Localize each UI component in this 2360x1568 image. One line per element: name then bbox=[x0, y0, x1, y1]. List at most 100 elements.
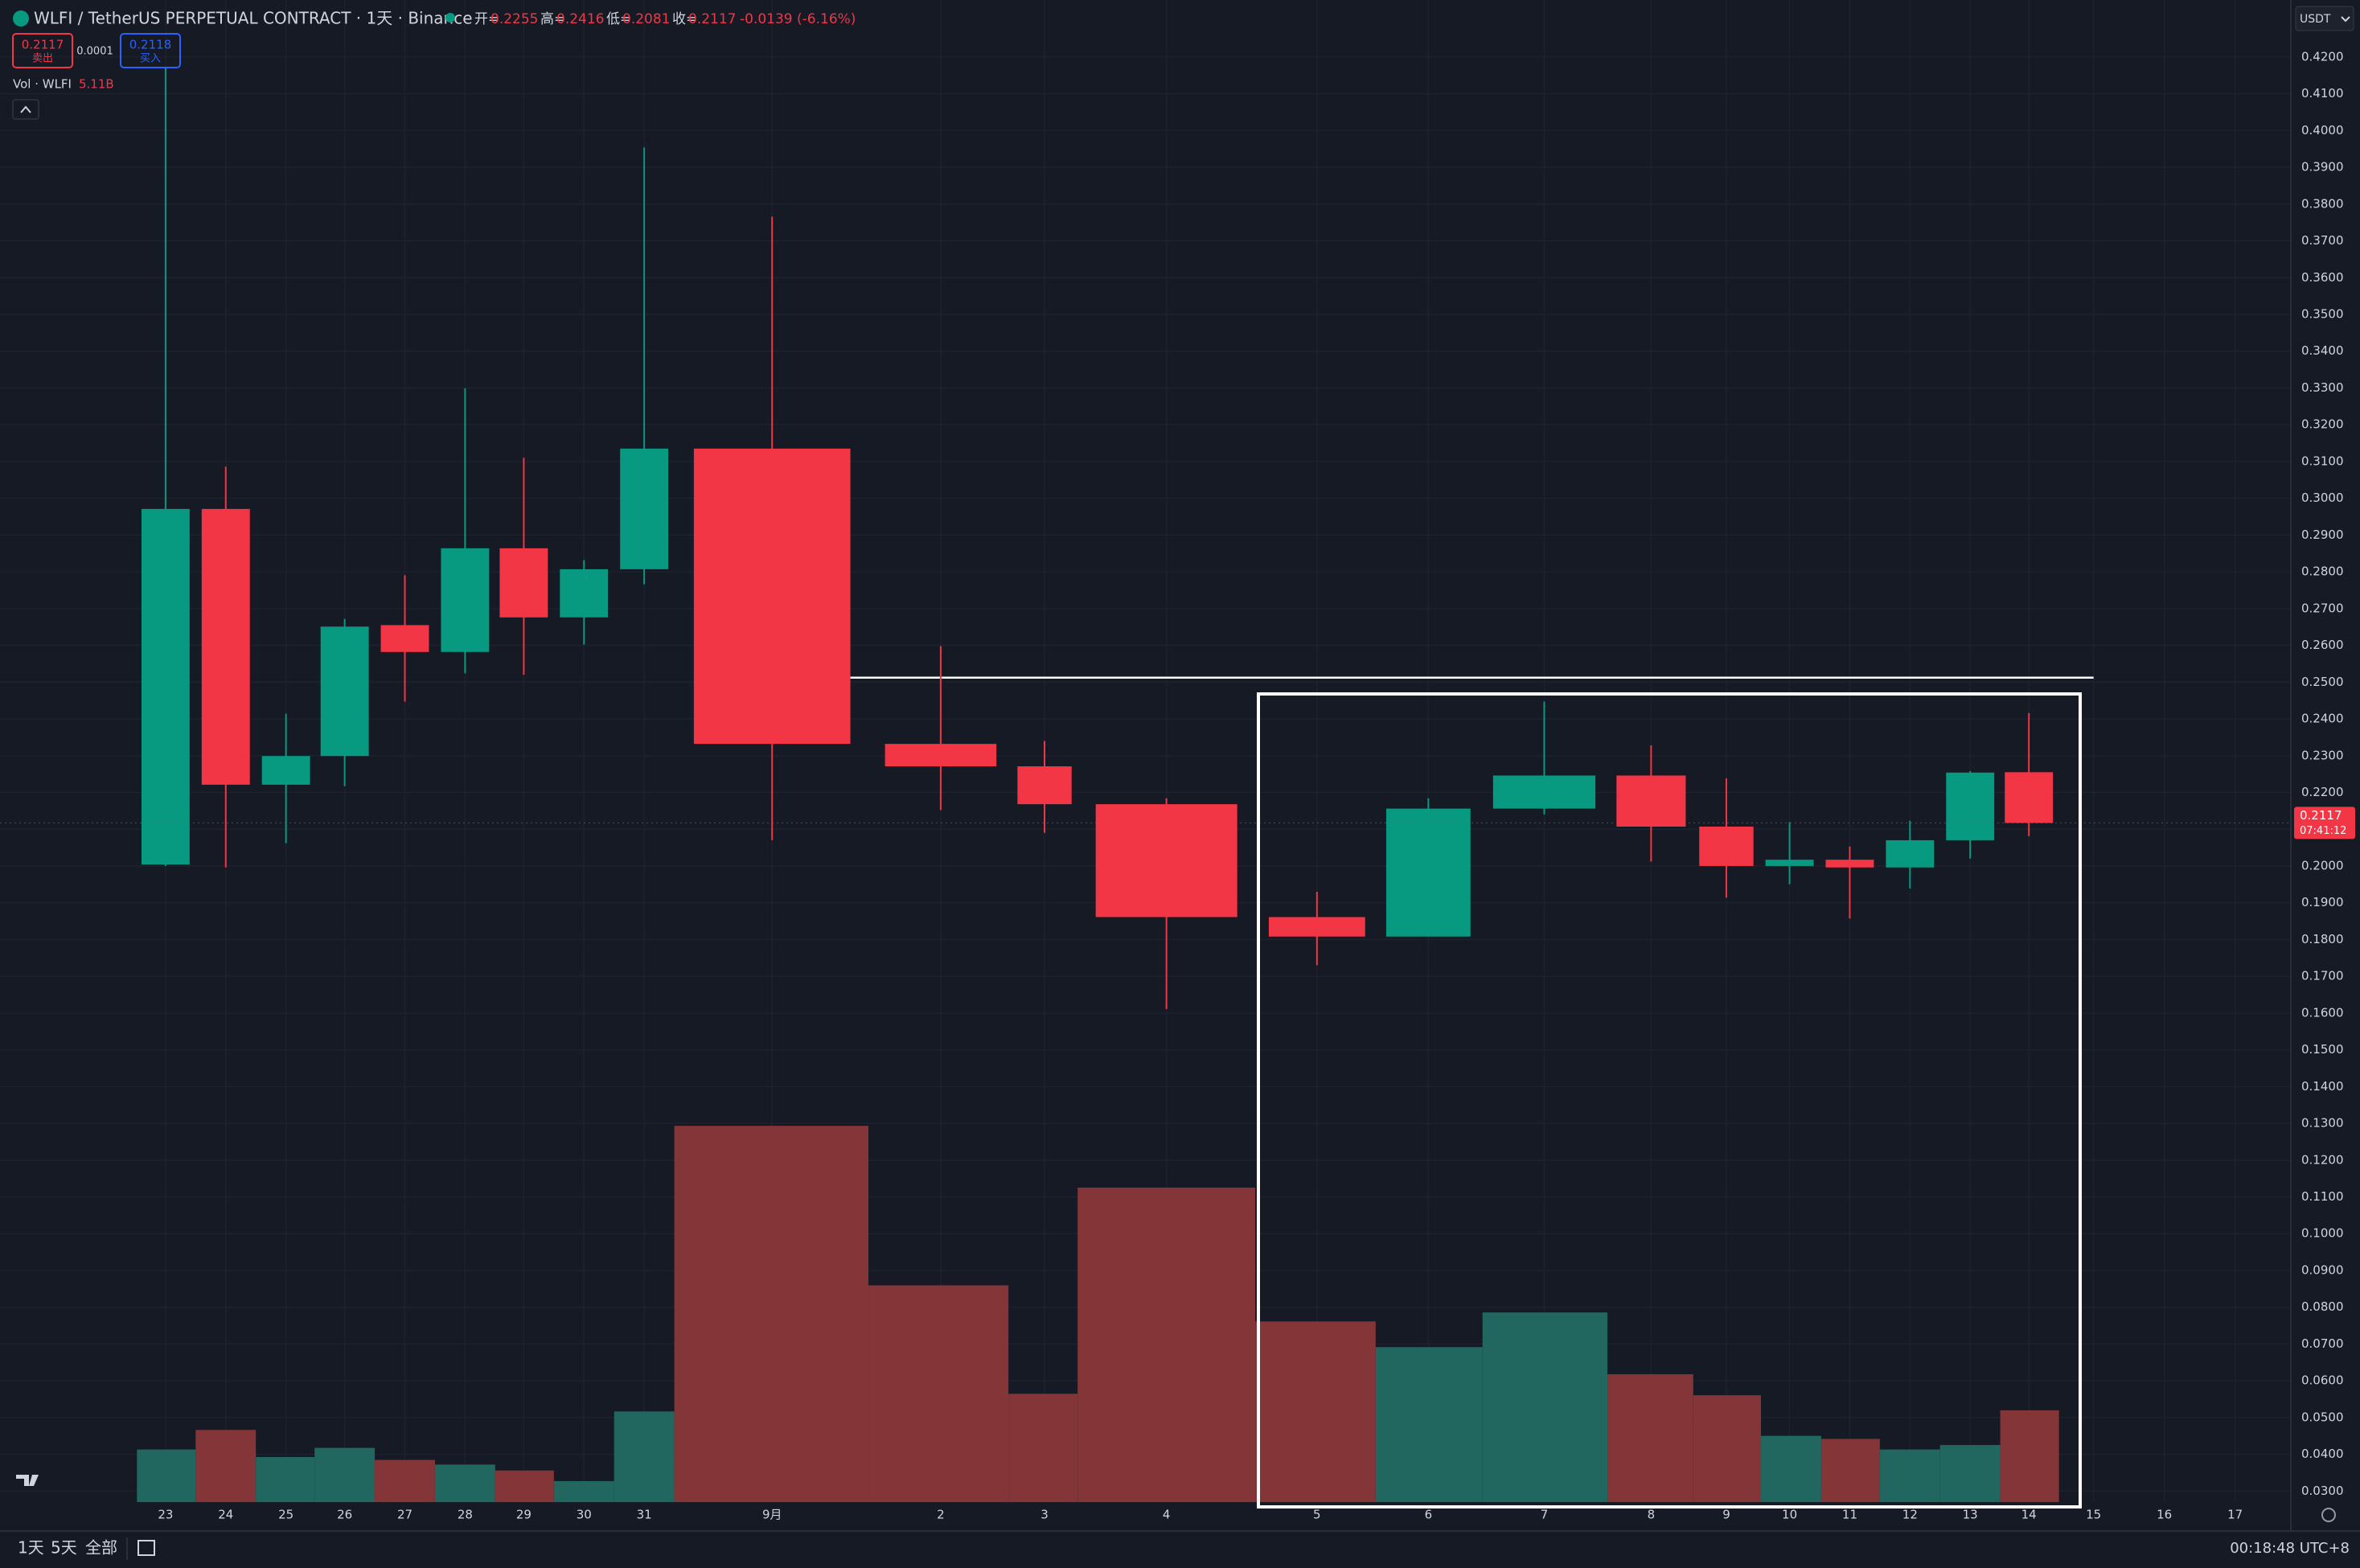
low-value: 0.2081 bbox=[622, 11, 670, 27]
low-label: 低= bbox=[606, 11, 631, 27]
candle-body bbox=[141, 508, 190, 865]
x-tick-label: 23 bbox=[158, 1508, 173, 1522]
y-tick-label: 0.3900 bbox=[2301, 160, 2344, 174]
volume-bar bbox=[553, 1480, 614, 1503]
volume-bar bbox=[868, 1285, 1009, 1503]
candle-body bbox=[693, 448, 851, 745]
candle-body bbox=[261, 756, 310, 785]
y-tick-label: 0.1200 bbox=[2301, 1152, 2344, 1167]
y-tick-label: 0.4100 bbox=[2301, 86, 2344, 101]
x-tick-label: 2 bbox=[937, 1508, 945, 1522]
x-tick-label: 13 bbox=[1963, 1508, 1978, 1522]
volume-bar bbox=[614, 1411, 675, 1503]
x-tick-label: 12 bbox=[1902, 1508, 1918, 1522]
y-tick-label: 0.0400 bbox=[2301, 1447, 2344, 1461]
collapse-icon bbox=[20, 105, 31, 113]
candle-body bbox=[1699, 827, 1754, 866]
x-tick-label: 4 bbox=[1163, 1508, 1171, 1522]
y-tick-label: 0.2200 bbox=[2301, 785, 2344, 799]
candle-body bbox=[1886, 839, 1935, 868]
change: -0.0139 (-6.16%) bbox=[740, 11, 856, 27]
volume-bar bbox=[137, 1449, 196, 1503]
y-tick-label: 0.1800 bbox=[2301, 932, 2344, 946]
y-tick-label: 0.2600 bbox=[2301, 638, 2344, 652]
y-tick-label: 0.2500 bbox=[2301, 675, 2344, 689]
clock: 00:18:48 UTC+8 bbox=[2230, 1540, 2350, 1557]
highlight-box bbox=[1257, 692, 2082, 1508]
price-tag-time: 07:41:12 bbox=[2300, 825, 2346, 837]
x-tick-label: 9 bbox=[1722, 1508, 1730, 1522]
x-tick-label: 24 bbox=[218, 1508, 233, 1522]
y-tick-label: 0.0600 bbox=[2301, 1373, 2344, 1388]
y-tick-label: 0.4000 bbox=[2301, 123, 2344, 138]
x-tick-label: 11 bbox=[1842, 1508, 1857, 1522]
collapse-button[interactable] bbox=[12, 99, 39, 120]
volume-bar bbox=[1607, 1374, 1693, 1503]
x-tick-label: 26 bbox=[337, 1508, 352, 1522]
candle-body bbox=[1616, 775, 1686, 827]
volume-bar bbox=[495, 1470, 554, 1503]
price-tag bbox=[2294, 807, 2355, 839]
candle-body bbox=[620, 448, 669, 569]
volume-layer bbox=[137, 1126, 2059, 1503]
y-tick-label: 0.3500 bbox=[2301, 306, 2344, 321]
close-label: 收= bbox=[672, 11, 697, 27]
candle-body bbox=[1095, 804, 1237, 917]
x-tick-label: 16 bbox=[2157, 1508, 2172, 1522]
y-tick-label: 0.2700 bbox=[2301, 601, 2344, 615]
x-tick-label: 5 bbox=[1313, 1508, 1321, 1522]
volume-bar bbox=[1375, 1347, 1483, 1503]
y-tick-label: 0.2900 bbox=[2301, 527, 2344, 542]
candle-body bbox=[884, 744, 997, 767]
volume-last: 5.11B bbox=[79, 77, 114, 92]
sell-button[interactable] bbox=[12, 33, 73, 68]
x-tick-label: 28 bbox=[458, 1508, 473, 1522]
y-tick-label: 0.2800 bbox=[2301, 564, 2344, 579]
volume-bar bbox=[2000, 1410, 2059, 1503]
volume-bar bbox=[375, 1459, 435, 1503]
currency: USDT bbox=[2300, 13, 2331, 26]
y-tick-label: 0.3400 bbox=[2301, 343, 2344, 358]
candle-body bbox=[1268, 917, 1365, 937]
spread: 0.0001 bbox=[76, 46, 113, 58]
y-tick-label: 0.3600 bbox=[2301, 270, 2344, 285]
y-tick-label: 0.0800 bbox=[2301, 1299, 2344, 1314]
y-tick-label: 0.2400 bbox=[2301, 712, 2344, 726]
candle-body bbox=[441, 548, 490, 652]
price-layer bbox=[0, 68, 2291, 1009]
volume-bar bbox=[1008, 1394, 1078, 1503]
y-tick-label: 0.1700 bbox=[2301, 969, 2344, 983]
volume-bar bbox=[1693, 1395, 1762, 1503]
y-tick-label: 0.3000 bbox=[2301, 491, 2344, 505]
y-tick-label: 0.1600 bbox=[2301, 1005, 2344, 1020]
candle-body bbox=[320, 626, 369, 757]
volume-bar bbox=[434, 1464, 495, 1503]
y-tick-label: 0.2300 bbox=[2301, 748, 2344, 762]
symbol-title[interactable]: WLFI / TetherUS PERPETUAL CONTRACT · 1天 … bbox=[34, 9, 473, 28]
candle-body bbox=[1017, 766, 1072, 805]
x-tick-label: 17 bbox=[2227, 1508, 2243, 1522]
volume-bar bbox=[1879, 1449, 1940, 1503]
candle-body bbox=[2005, 772, 2054, 823]
candle-body bbox=[380, 625, 429, 652]
high-value: 0.2416 bbox=[556, 11, 604, 27]
settings-button[interactable] bbox=[2321, 1508, 2336, 1522]
currency-button[interactable] bbox=[2295, 6, 2354, 31]
y-tick-label: 0.1000 bbox=[2301, 1226, 2344, 1241]
x-tick-label: 27 bbox=[397, 1508, 412, 1522]
y-tick-label: 0.4200 bbox=[2301, 49, 2344, 64]
range-button[interactable]: 全部 bbox=[85, 1538, 117, 1558]
candle-body bbox=[1385, 808, 1471, 937]
buy-button[interactable] bbox=[120, 33, 181, 68]
candle-body bbox=[1765, 860, 1814, 866]
volume-bar bbox=[1255, 1321, 1376, 1503]
volume-title: Vol · WLFI bbox=[13, 77, 72, 92]
range-button[interactable]: 5天 bbox=[51, 1538, 77, 1558]
range-button[interactable]: 1天 bbox=[18, 1538, 44, 1558]
candle-body bbox=[1946, 772, 1995, 840]
buy-label: 买入 bbox=[140, 53, 161, 65]
y-tick-label: 0.1400 bbox=[2301, 1079, 2344, 1094]
date-range-button[interactable] bbox=[137, 1540, 155, 1556]
sell-label: 卖出 bbox=[32, 53, 53, 65]
